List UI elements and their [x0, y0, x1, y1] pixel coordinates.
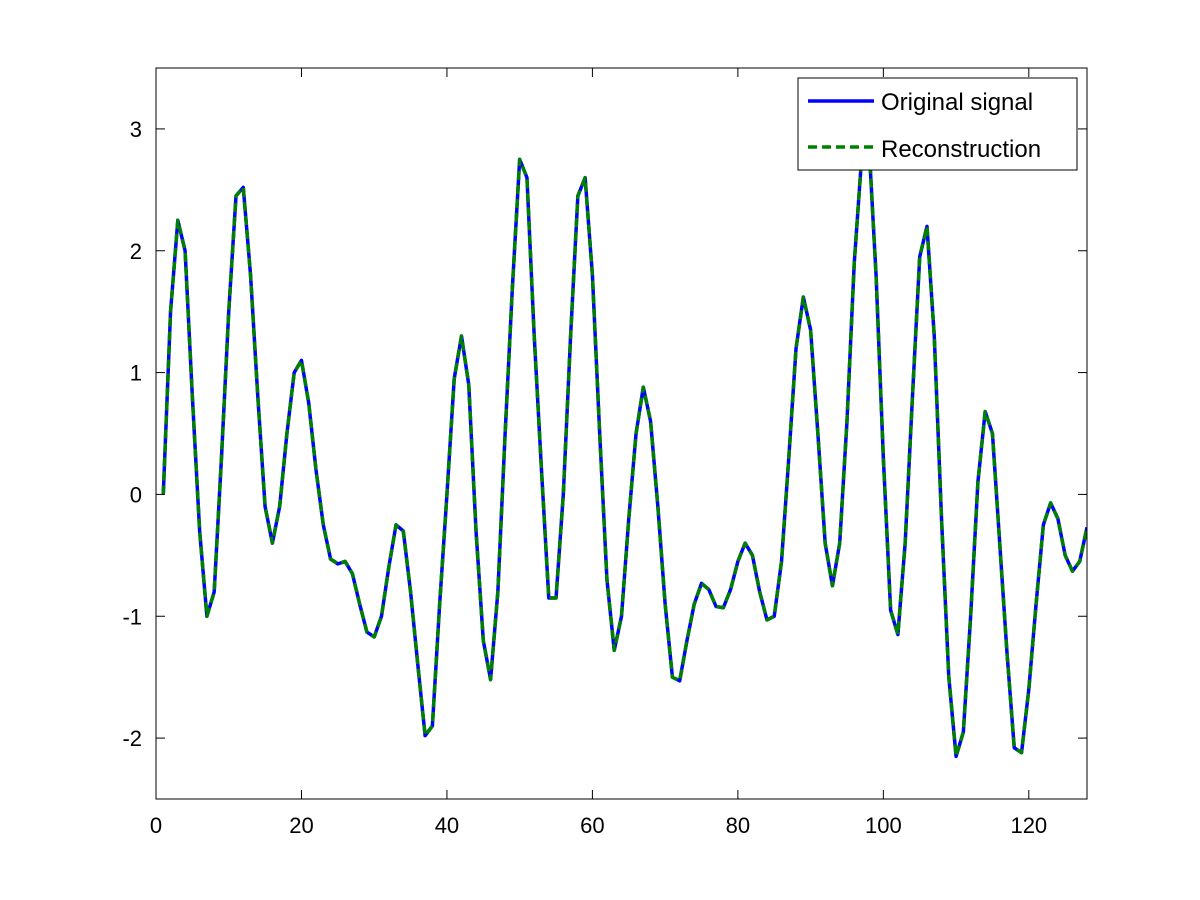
x-axis: 0 20 40 60 80 100 120 [150, 68, 1047, 838]
series-line-reconstruction [161, 139, 1087, 759]
x-tick-label: 120 [1010, 813, 1047, 838]
y-tick-label: 2 [130, 239, 142, 264]
x-tick-label: 0 [150, 813, 162, 838]
x-tick-label: 80 [726, 813, 750, 838]
y-tick-label: -2 [122, 726, 142, 751]
series-layer [161, 139, 1087, 759]
x-tick-label: 100 [865, 813, 902, 838]
x-tick-label: 40 [435, 813, 459, 838]
axes-frame [155, 67, 1088, 800]
y-axis: -2 -1 0 1 2 3 [122, 117, 1087, 751]
legend-box [797, 77, 1078, 171]
x-tick-label: 20 [289, 813, 313, 838]
y-tick-label: 3 [130, 117, 142, 142]
legend: Original signal Reconstruction [797, 77, 1078, 171]
plot-area: 0 20 40 60 80 100 120 -2 -1 0 1 2 3 [122, 67, 1088, 838]
legend-label-reconstruction: Reconstruction [881, 136, 1041, 163]
legend-label-original: Original signal [881, 89, 1033, 116]
y-tick-label: -1 [122, 604, 142, 629]
y-tick-label: 0 [130, 482, 142, 507]
x-tick-label: 60 [580, 813, 604, 838]
y-tick-label: 1 [130, 361, 142, 386]
